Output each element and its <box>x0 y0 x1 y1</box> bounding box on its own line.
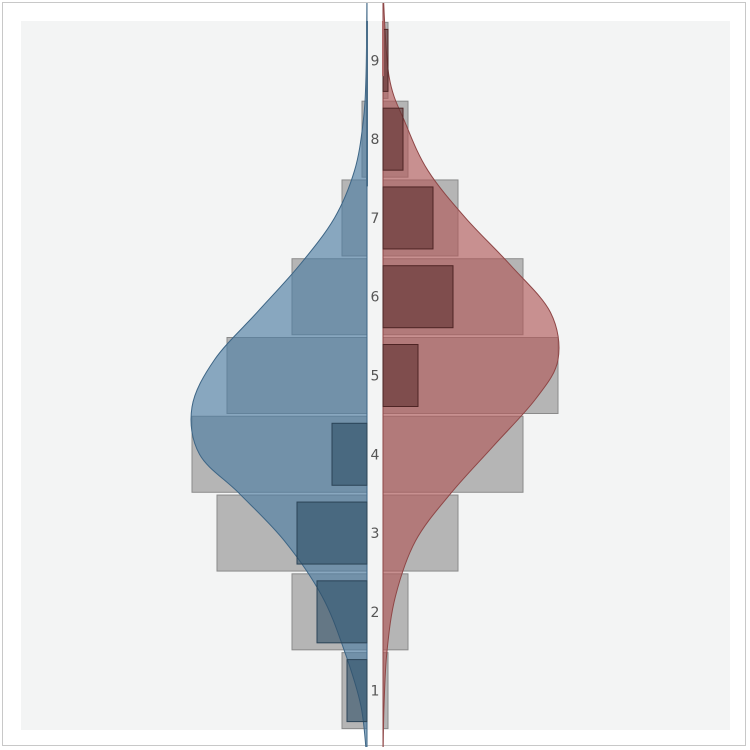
inner-bar-left-1 <box>346 659 368 723</box>
tick-label-6: 6 <box>371 290 380 306</box>
tick-label-7: 7 <box>371 211 380 227</box>
tick-label-9: 9 <box>371 53 380 69</box>
inner-bar-right-7 <box>382 186 434 250</box>
inner-bar-left-3 <box>296 501 368 565</box>
plot-panel <box>21 21 730 730</box>
inner-bar-right-6 <box>382 265 454 329</box>
tick-labels: 1 2 3 4 5 6 7 8 9 <box>371 53 380 699</box>
inner-bars-layer <box>296 28 454 723</box>
inner-bar-right-8 <box>382 107 404 171</box>
tick-label-8: 8 <box>371 132 380 148</box>
center-axis <box>366 21 384 187</box>
inner-bar-right-5 <box>382 344 419 407</box>
inner-bar-left-2 <box>316 580 368 644</box>
inner-bar-left-4 <box>331 422 368 486</box>
pyramid-chart: 1 2 3 4 5 6 7 8 9 <box>21 3 730 747</box>
tick-label-3: 3 <box>371 526 380 542</box>
tick-label-5: 5 <box>371 369 380 385</box>
tick-label-1: 1 <box>371 684 380 700</box>
tick-label-2: 2 <box>371 605 380 621</box>
tick-label-4: 4 <box>371 447 380 463</box>
